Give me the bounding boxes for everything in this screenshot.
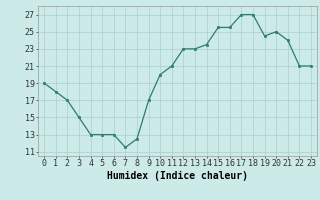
X-axis label: Humidex (Indice chaleur): Humidex (Indice chaleur) [107,171,248,181]
